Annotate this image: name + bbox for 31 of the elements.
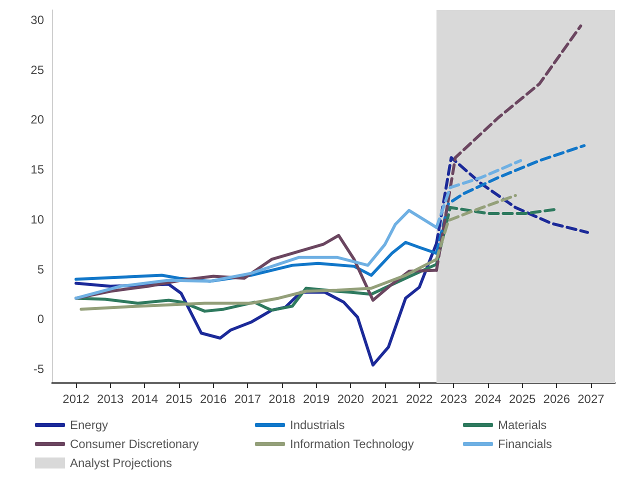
y-tick-label: 0 bbox=[37, 312, 44, 326]
x-tick-label: 2026 bbox=[543, 392, 570, 406]
x-tick-label: 2027 bbox=[578, 392, 605, 406]
x-tick-label: 2022 bbox=[406, 392, 433, 406]
y-tick-label: 15 bbox=[30, 162, 44, 177]
y-tick-label: 25 bbox=[30, 62, 44, 77]
x-tick-label: 2018 bbox=[268, 392, 296, 406]
legend-label: Industrials bbox=[290, 418, 345, 432]
x-tick-label: 2014 bbox=[131, 392, 158, 406]
y-tick-label: 20 bbox=[30, 112, 44, 127]
y-tick-label: 30 bbox=[30, 12, 44, 27]
x-tick-label: 2016 bbox=[200, 392, 228, 406]
x-tick-label: 2021 bbox=[372, 392, 399, 406]
x-tick-label: 2024 bbox=[474, 392, 502, 406]
y-tick-label: -5 bbox=[33, 362, 44, 376]
legend-label: Information Technology bbox=[290, 437, 414, 451]
x-tick-label: 2025 bbox=[508, 392, 536, 406]
x-tick-label: 2013 bbox=[97, 392, 124, 406]
y-tick-label: 5 bbox=[37, 262, 44, 276]
x-tick-label: 2019 bbox=[302, 392, 330, 406]
legend-label: Materials bbox=[498, 418, 547, 432]
legend-label: Consumer Discretionary bbox=[70, 437, 199, 451]
y-tick-label: 10 bbox=[30, 212, 44, 226]
legend-label: Analyst Projections bbox=[70, 456, 172, 470]
x-tick-label: 2015 bbox=[166, 392, 193, 406]
x-tick-label: 2020 bbox=[337, 392, 364, 406]
x-tick-label: 2012 bbox=[62, 392, 90, 406]
legend-label: Financials bbox=[498, 437, 552, 451]
legend-label: Energy bbox=[70, 418, 108, 432]
x-tick-label: 2017 bbox=[234, 392, 262, 406]
x-tick-label: 2023 bbox=[440, 392, 468, 406]
